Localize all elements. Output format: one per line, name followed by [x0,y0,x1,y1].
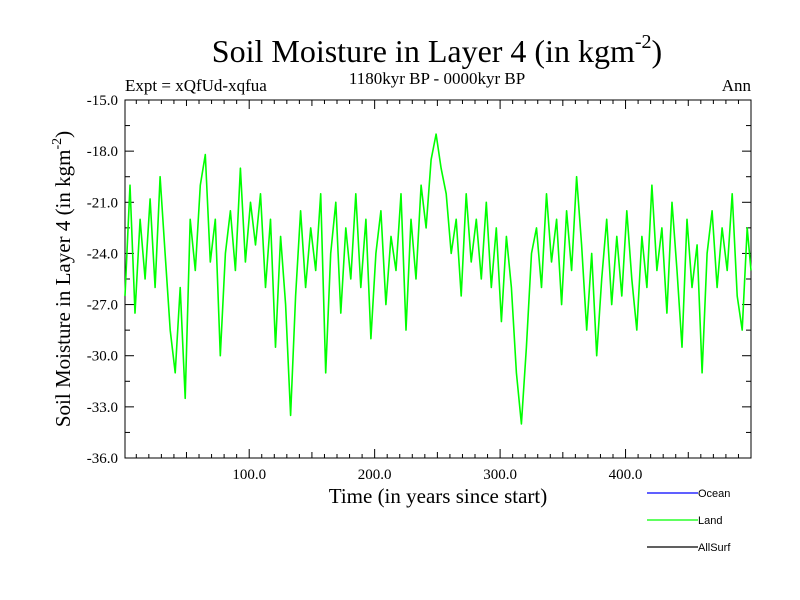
y-tick-label: -27.0 [87,298,118,314]
plot-frame [124,99,752,459]
series-group [124,133,752,425]
legend-label-allsurf: AllSurf [698,542,731,554]
y-tick-label: -33.0 [87,400,118,416]
y-tick-label: -30.0 [87,349,118,365]
legend-label-ocean: Ocean [698,488,730,500]
y-tick-label: -36.0 [87,451,118,467]
season-label: Ann [722,76,752,95]
expt-label: Expt = xQfUd-xqfua [125,76,267,95]
y-tick-label: -18.0 [87,144,118,160]
legend: Ocean Land AllSurf [647,488,731,554]
y-axis: -15.0 -18.0 -21.0 -24.0 -27.0 -30.0 -33.0 -36.0 [87,93,751,467]
period-label: 1180kyr BP - 0000kyr BP [349,69,525,88]
y-axis-label: Soil Moisture in Layer 4 (in kgm-2) [50,131,75,427]
x-tick-label: 200.0 [358,467,392,483]
x-axis-label: Time (in years since start) [329,484,548,508]
y-tick-label: -21.0 [87,195,118,211]
y-tick-label: -15.0 [87,93,118,109]
x-axis: 100.0 200.0 300.0 400.0 [135,100,739,483]
x-tick-label: 300.0 [483,467,517,483]
y-tick-label: -24.0 [87,246,118,262]
x-tick-label: 400.0 [609,467,643,483]
chart-title: Soil Moisture in Layer 4 (in kgm-2) [212,31,662,69]
legend-label-land: Land [698,515,722,527]
series-line-land [124,133,752,425]
x-tick-label: 100.0 [232,467,266,483]
